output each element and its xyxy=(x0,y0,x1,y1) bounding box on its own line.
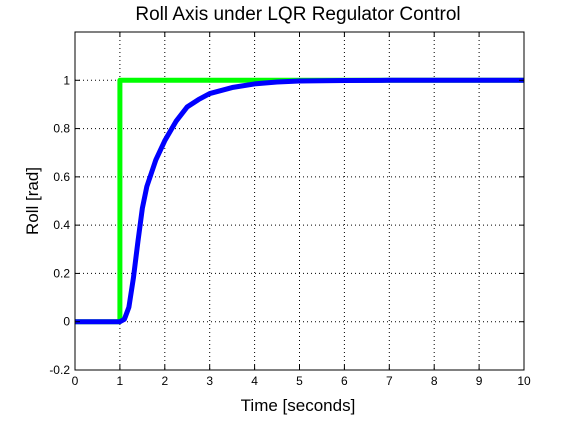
y-tick-label: 0.6 xyxy=(53,170,70,184)
x-tick-label: 4 xyxy=(251,374,258,388)
y-tick-label: -0.2 xyxy=(49,363,70,377)
chart-title: Roll Axis under LQR Regulator Control xyxy=(135,4,460,25)
series-line-2 xyxy=(75,77,524,325)
y-tick-label: 0.2 xyxy=(53,266,70,280)
x-tick-label: 0 xyxy=(72,374,79,388)
y-tick-label: 1 xyxy=(63,73,70,87)
x-tick-label: 7 xyxy=(386,374,393,388)
x-tick-label: 2 xyxy=(161,374,168,388)
x-tick-label: 10 xyxy=(517,374,531,388)
x-axis-title: Time [seconds] xyxy=(241,396,356,415)
y-tick-label: 0.8 xyxy=(53,122,70,136)
x-tick-label: 5 xyxy=(296,374,303,388)
x-tick-label: 6 xyxy=(341,374,348,388)
y-axis-title: Roll [rad] xyxy=(23,167,42,235)
x-tick-label: 1 xyxy=(117,374,124,388)
x-tick-label: 3 xyxy=(206,374,213,388)
x-tick-label: 9 xyxy=(476,374,483,388)
y-tick-label: 0 xyxy=(63,315,70,329)
x-tick-label: 8 xyxy=(431,374,438,388)
y-tick-label: 0.4 xyxy=(53,218,70,232)
